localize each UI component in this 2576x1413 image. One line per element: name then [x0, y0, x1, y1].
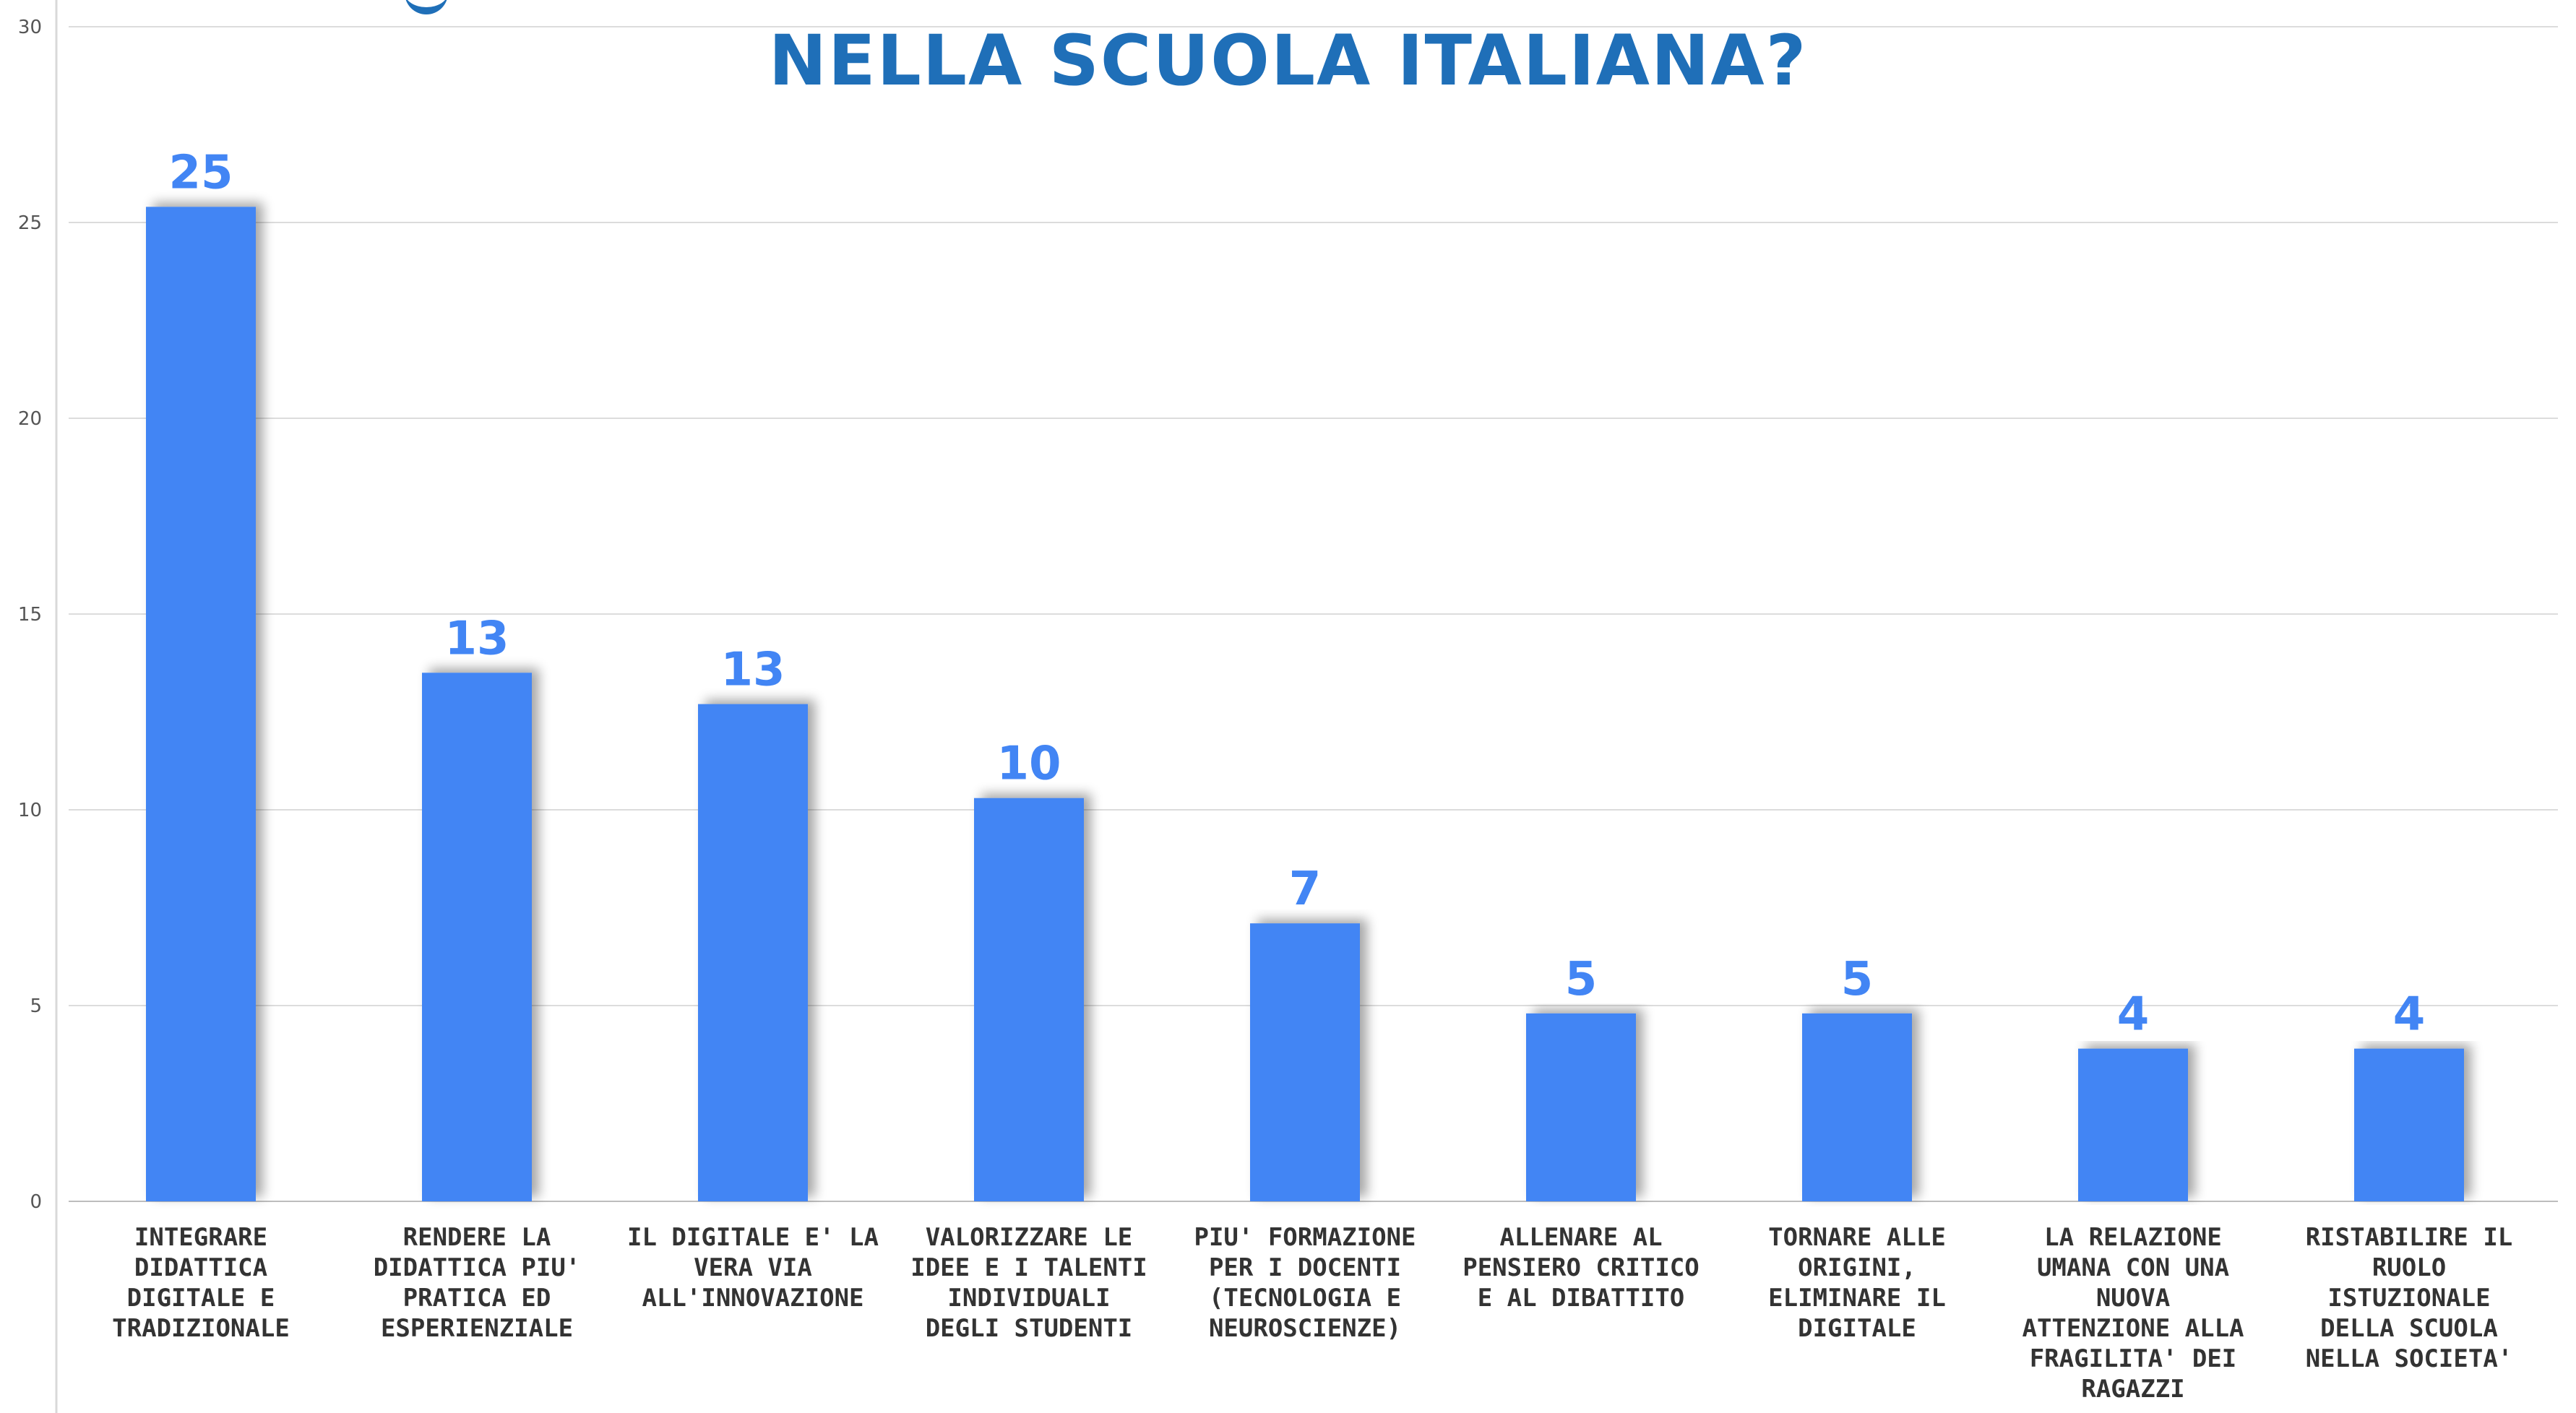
x-category-label-line: ELIMINARE IL: [1768, 1284, 1946, 1313]
data-label: 5: [1841, 953, 1874, 1006]
x-category-label-line: RISTABILIRE IL: [2305, 1223, 2513, 1252]
x-category-label-line: PRATICA ED: [402, 1284, 551, 1313]
chart-title: NELLA SCUOLA ITALIANA?: [768, 20, 1808, 101]
x-category-label-line: NUOVA: [2095, 1284, 2171, 1313]
x-category-label-line: PER I DOCENTI: [1208, 1253, 1402, 1282]
x-category-label-line: TORNARE ALLE: [1768, 1223, 1946, 1252]
x-category-label-line: ISTUZIONALE: [2327, 1284, 2491, 1313]
data-label: 10: [996, 738, 1061, 791]
x-category-label: INTEGRARE DIDATTICA DIGITALE E TRADIZIONALE: [64, 1222, 338, 1344]
x-category-label-line: FRAGILITA' DEI: [2029, 1344, 2237, 1373]
x-category-label-line: VALORIZZARE LE: [925, 1223, 1133, 1252]
x-category-label-line: DEGLI STUDENTI: [925, 1314, 1133, 1343]
x-category-label-line: ORIGINI,: [1798, 1253, 1916, 1282]
x-category-label-line: RAGAZZI: [2081, 1375, 2185, 1404]
bar: [2078, 1048, 2188, 1201]
x-category-label-line: NELLA SOCIETA': [2305, 1344, 2513, 1373]
x-category-label-line: DELLA SCUOLA: [2320, 1314, 2498, 1343]
y-tick-label: 25: [18, 212, 42, 234]
bar: [2354, 1048, 2464, 1201]
data-label: 4: [2117, 988, 2150, 1042]
x-category-label-line: UMANA CON UNA: [2036, 1253, 2230, 1282]
bar: [1802, 1013, 1912, 1201]
x-category-label-line: DIDATTICA PIU': [373, 1253, 581, 1282]
x-category-label-line: (TECNOLOGIA E: [1208, 1284, 1402, 1313]
x-category-label-line: IDEE E I TALENTI: [910, 1253, 1147, 1282]
y-tick-label: 10: [18, 800, 42, 821]
x-category-label-line: INDIVIDUALI: [947, 1284, 1111, 1313]
x-category-label-line: PENSIERO CRITICO: [1463, 1253, 1700, 1282]
x-category-label: IL DIGITALE E' LA VERA VIA ALL'INNOVAZIONE: [616, 1222, 890, 1313]
x-category-label-line: NEUROSCIENZE): [1208, 1314, 1402, 1343]
x-category-label-line: DIGITALE E: [126, 1284, 275, 1313]
x-category-label: RISTABILIRE IL RUOLO ISTUZIONALE DELLA SCUO…: [2272, 1222, 2546, 1374]
x-category-label-line: INTEGRARE: [134, 1223, 268, 1252]
y-tick-label: 30: [18, 17, 42, 38]
bar: [1526, 1013, 1636, 1201]
data-label: 5: [1565, 953, 1598, 1006]
x-category-label: RENDERE LA DIDATTICA PIU' PRATICA ED ESPERI…: [340, 1222, 614, 1344]
x-category-label-line: E AL DIBATTITO: [1477, 1284, 1685, 1313]
x-category-label-line: RUOLO: [2372, 1253, 2447, 1282]
x-category-label-line: ESPERIENZIALE: [380, 1314, 574, 1343]
x-category-label: PIU' FORMAZIONE PER I DOCENTI (TECNOLOGIA …: [1168, 1222, 1442, 1344]
x-category-label-line: PIU' FORMAZIONE: [1194, 1223, 1416, 1252]
y-tick-label: 5: [30, 995, 42, 1017]
y-tick-label: 15: [18, 604, 42, 626]
x-category-label: LA RELAZIONE UMANA CON UNA NUOVA ATTENZIONE…: [1996, 1222, 2270, 1404]
bar: [146, 207, 256, 1201]
y-tick-label: 20: [18, 408, 42, 430]
data-label: 13: [444, 612, 509, 665]
x-category-label-line: ALLENARE AL: [1499, 1223, 1663, 1252]
data-label: 13: [720, 644, 785, 697]
data-label: 7: [1289, 863, 1322, 916]
x-category-label-line: RENDERE LA: [402, 1223, 551, 1252]
x-category-label-line: LA RELAZIONE: [2044, 1223, 2222, 1252]
x-category-label-line: ALL'INNOVAZIONE: [642, 1284, 864, 1313]
x-category-label-line: VERA VIA: [694, 1253, 812, 1282]
bar: [974, 798, 1084, 1201]
x-category-label-line: DIDATTICA: [134, 1253, 268, 1282]
y-tick-label: 0: [30, 1191, 42, 1213]
data-label: 4: [2393, 988, 2426, 1042]
cropped-title-line-fragment: [405, 0, 448, 14]
x-category-label: VALORIZZARE LE IDEE E I TALENTI INDIVIDUAL…: [892, 1222, 1166, 1344]
bar: [422, 673, 532, 1201]
x-category-label: ALLENARE AL PENSIERO CRITICO E AL DIBATTIT…: [1444, 1222, 1718, 1313]
x-category-label-line: TRADIZIONALE: [112, 1314, 290, 1343]
bar: [1250, 923, 1360, 1201]
x-category-label-line: DIGITALE: [1798, 1314, 1916, 1343]
x-category-label-line: IL DIGITALE E' LA: [627, 1223, 879, 1252]
data-label: 25: [168, 146, 233, 199]
x-category-label: TORNARE ALLE ORIGINI, ELIMINARE IL DIGITALE: [1720, 1222, 1994, 1344]
x-category-label-line: ATTENZIONE ALLA: [2022, 1314, 2244, 1343]
bar: [698, 704, 808, 1201]
